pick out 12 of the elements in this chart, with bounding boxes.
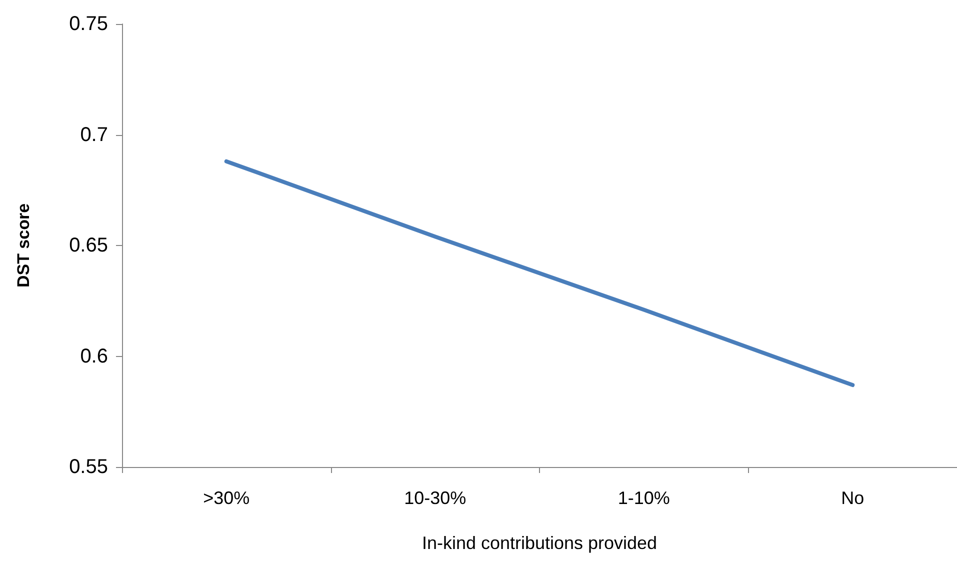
x-tick-label: >30% bbox=[203, 488, 250, 508]
x-tick-label: No bbox=[841, 488, 864, 508]
y-tick-label: 0.65 bbox=[69, 234, 108, 256]
x-tick-label: 10-30% bbox=[404, 488, 466, 508]
y-axis-title: DST score bbox=[14, 203, 33, 288]
y-tick-label: 0.55 bbox=[69, 456, 108, 478]
x-tick-label: 1-10% bbox=[618, 488, 670, 508]
x-axis-title: In-kind contributions provided bbox=[422, 533, 658, 553]
y-tick-label: 0.7 bbox=[80, 124, 108, 146]
line-series bbox=[224, 159, 855, 388]
y-tick-label: 0.75 bbox=[69, 13, 108, 35]
y-tick-label: 0.6 bbox=[80, 345, 108, 368]
